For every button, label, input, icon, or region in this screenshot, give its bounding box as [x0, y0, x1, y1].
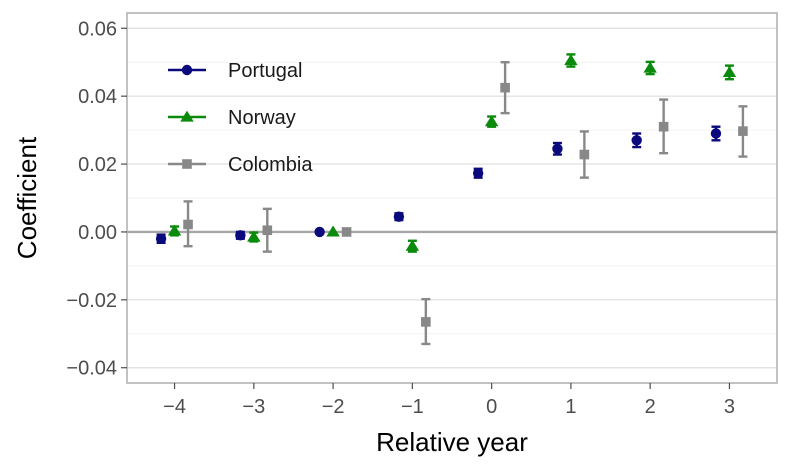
legend-marker-colombia — [182, 159, 192, 169]
portugal-point — [472, 168, 484, 179]
data-marks — [155, 53, 748, 346]
colombia-point — [579, 149, 590, 160]
legend-label-portugal: Portugal — [228, 60, 303, 82]
x-tick-label: 1 — [565, 396, 576, 418]
x-tick-label: 2 — [645, 396, 656, 418]
portugal-point — [393, 211, 405, 222]
legend-label-norway: Norway — [228, 107, 296, 129]
x-tick-label: −4 — [163, 396, 186, 418]
y-tick-label: 0.04 — [78, 86, 117, 108]
y-axis-title: Coefficient — [12, 136, 42, 259]
colombia-point — [658, 121, 669, 132]
portugal-point — [155, 233, 167, 244]
x-tick-label: 3 — [724, 396, 735, 418]
y-tick-label: −0.02 — [66, 290, 117, 312]
portugal-point — [710, 128, 722, 139]
y-tick-label: 0.06 — [78, 18, 117, 40]
x-tick-label: 0 — [486, 396, 497, 418]
plot-border — [126, 12, 778, 384]
norway-point — [484, 115, 499, 127]
x-tick-label: −2 — [322, 396, 345, 418]
portugal-point — [631, 135, 642, 146]
colombia-point — [500, 82, 510, 93]
colombia-point — [341, 227, 352, 237]
colombia-point — [738, 126, 748, 136]
y-tick-label: 0.00 — [78, 222, 117, 244]
legend-marker-portugal — [181, 64, 193, 76]
x-tick-label: −3 — [242, 396, 265, 418]
axes: −4 −3 −2 −1 0 1 2 3 −0.04 −0.02 0.00 0.02 0.04 0.06 — [66, 18, 735, 418]
norway-point — [405, 239, 420, 251]
norway-point — [247, 230, 261, 242]
portugal-point — [235, 230, 246, 241]
legend-label-colombia: Colombia — [228, 154, 313, 176]
portugal-point — [552, 143, 563, 154]
colombia-point — [262, 225, 273, 236]
norway-point — [326, 225, 340, 237]
colombia-point — [183, 219, 193, 230]
norway-point — [722, 66, 737, 78]
portugal-point — [314, 226, 325, 238]
y-tick-label: −0.04 — [66, 358, 117, 380]
legend-marker-norway — [180, 110, 194, 122]
grid-lines — [127, 27, 777, 369]
series-portugal — [155, 125, 722, 245]
series-norway — [167, 53, 737, 253]
legend: Portugal Norway Colombia — [168, 60, 313, 176]
norway-point — [564, 54, 578, 66]
series-colombia — [183, 61, 748, 346]
norway-point — [167, 224, 182, 236]
y-tick-label: 0.02 — [78, 154, 117, 176]
x-tick-label: −1 — [401, 396, 424, 418]
colombia-point — [421, 317, 431, 327]
norway-point — [643, 61, 657, 73]
x-axis-title: Relative year — [376, 427, 528, 457]
